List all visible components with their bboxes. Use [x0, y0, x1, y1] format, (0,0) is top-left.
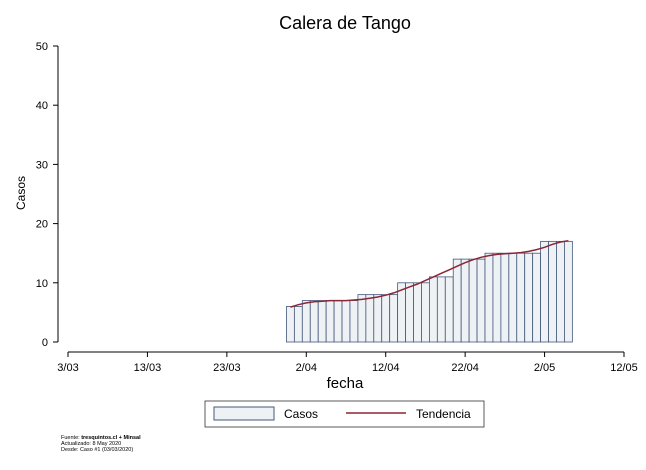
source-name: tresquintos.cl + Minsal [81, 435, 141, 441]
bar [524, 252, 534, 343]
x-tick-label: 22/04 [451, 362, 479, 374]
x-tick-label: 2/05 [534, 362, 555, 374]
legend-label-tendencia: Tendencia [416, 407, 471, 421]
bar [460, 258, 470, 343]
bar [444, 276, 454, 343]
updated-line: Actualizado: 8 May 2020 [61, 441, 122, 448]
x-tick-label: 2/04 [296, 362, 317, 374]
bar [325, 300, 335, 343]
x-tick-label: 3/03 [57, 362, 78, 374]
bar [468, 258, 478, 343]
bar [413, 282, 422, 343]
legend-box [204, 400, 485, 428]
x-tick-label: 23/03 [213, 362, 241, 374]
bar [365, 294, 375, 343]
bar [476, 258, 486, 343]
bar [436, 276, 446, 343]
x-axis-title: fecha [327, 375, 364, 392]
legend: Casos Tendencia [204, 400, 485, 428]
bar [516, 252, 526, 343]
bar [286, 306, 295, 343]
bar [548, 240, 557, 343]
bar [508, 252, 518, 343]
bar [428, 276, 438, 343]
bar [381, 294, 391, 343]
legend-swatch-casos [213, 406, 275, 421]
x-tick-label: 13/03 [134, 362, 162, 374]
y-tick-label: 40 [36, 100, 48, 112]
bar [349, 300, 359, 343]
bar [341, 300, 351, 343]
bar [293, 306, 303, 343]
y-axis-title: Casos [14, 176, 28, 210]
chart-title: Calera de Tango [279, 13, 411, 33]
bar [301, 300, 311, 343]
x-tick-label: 12/04 [372, 362, 400, 374]
trend-line [290, 240, 569, 308]
since-line: Desde: Caso #1 (03/03/2020) [61, 447, 134, 454]
x-tick-label: 12/05 [610, 362, 638, 374]
source-note: Fuente: tresquintos.cl + Minsal Actualiz… [61, 435, 141, 454]
legend-label-casos: Casos [284, 407, 318, 421]
bar [373, 294, 383, 343]
y-tick-label: 0 [42, 337, 48, 349]
bar [421, 282, 430, 343]
bar [309, 300, 319, 343]
y-tick-label: 30 [36, 159, 48, 171]
bar [389, 294, 399, 343]
y-tick-label: 10 [36, 278, 48, 290]
bar [357, 294, 367, 343]
bar [405, 282, 414, 343]
source-line: Fuente: tresquintos.cl + Minsal [61, 435, 141, 441]
bar [333, 300, 343, 343]
bar [564, 240, 573, 343]
y-tick-label: 20 [36, 219, 48, 231]
plot-area: 0 10 20 30 40 50 3/03 13/03 23/03 2/04 12/04 22/04 2… [36, 41, 638, 374]
bar [484, 252, 494, 343]
bar [452, 258, 462, 343]
bar [532, 252, 542, 343]
bar [317, 300, 327, 343]
bar [500, 252, 510, 343]
bar [556, 240, 565, 343]
bar [540, 240, 549, 343]
y-tick-label: 50 [36, 41, 48, 53]
bar [492, 252, 502, 343]
